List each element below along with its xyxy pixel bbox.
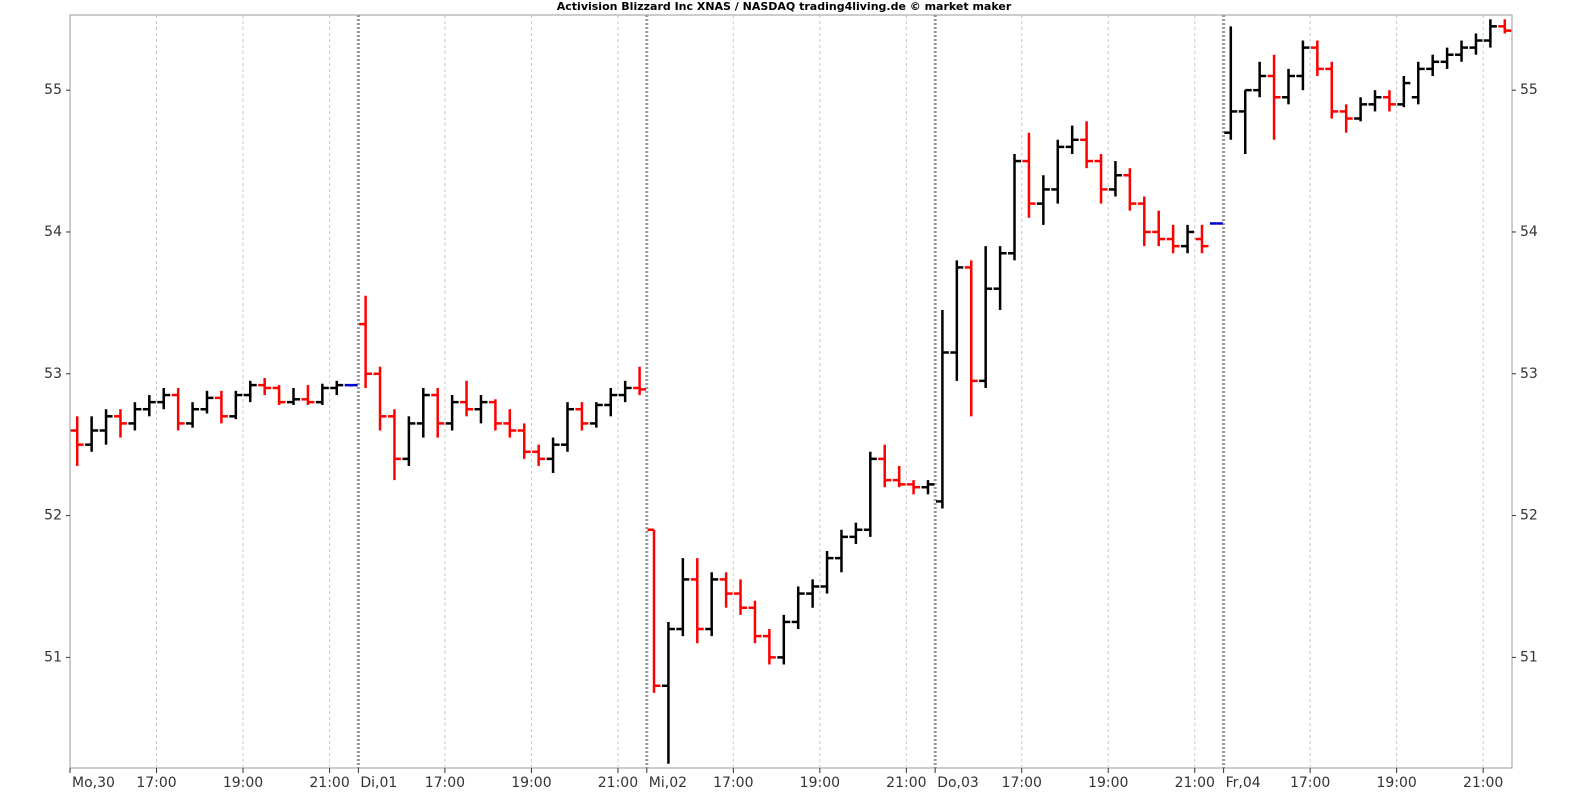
x-tick-label: Mo,30 [72,775,115,791]
y-tick-label-right: 51 [1520,649,1538,665]
x-tick-label: Do,03 [937,775,979,791]
x-tick-label: Fr,04 [1226,775,1261,791]
x-tick-label: 21:00 [309,775,349,791]
y-tick-label: 54 [44,224,62,240]
y-tick-label: 55 [44,82,62,98]
x-tick-label: 19:00 [1376,775,1416,791]
x-tick-label: 19:00 [511,775,551,791]
x-tick-label: 17:00 [1290,775,1330,791]
plot-frame [69,14,1513,769]
y-tick-label: 53 [44,366,62,382]
y-tick-label-right: 55 [1520,82,1538,98]
x-tick-label: 17:00 [713,775,753,791]
x-tick-label: 17:00 [1002,775,1042,791]
x-tick-label: 21:00 [1175,775,1215,791]
y-tick-label: 51 [44,649,62,665]
x-tick-label: 19:00 [800,775,840,791]
chart-title: Activision Blizzard Inc XNAS / NASDAQ tr… [557,0,1012,13]
x-tick-label: 21:00 [1463,775,1503,791]
x-tick-label: Mi,02 [649,775,687,791]
x-tick-label: 17:00 [136,775,176,791]
x-tick-label: 19:00 [1088,775,1128,791]
x-tick-label: 17:00 [425,775,465,791]
x-tick-label: Di,01 [360,775,397,791]
x-tick-label: 21:00 [598,775,638,791]
y-tick-label-right: 53 [1520,366,1538,382]
x-tick-label: 21:00 [886,775,926,791]
y-tick-label-right: 54 [1520,224,1538,240]
y-tick-label-right: 52 [1520,508,1538,524]
y-tick-label: 52 [44,508,62,524]
x-tick-label: 19:00 [223,775,263,791]
